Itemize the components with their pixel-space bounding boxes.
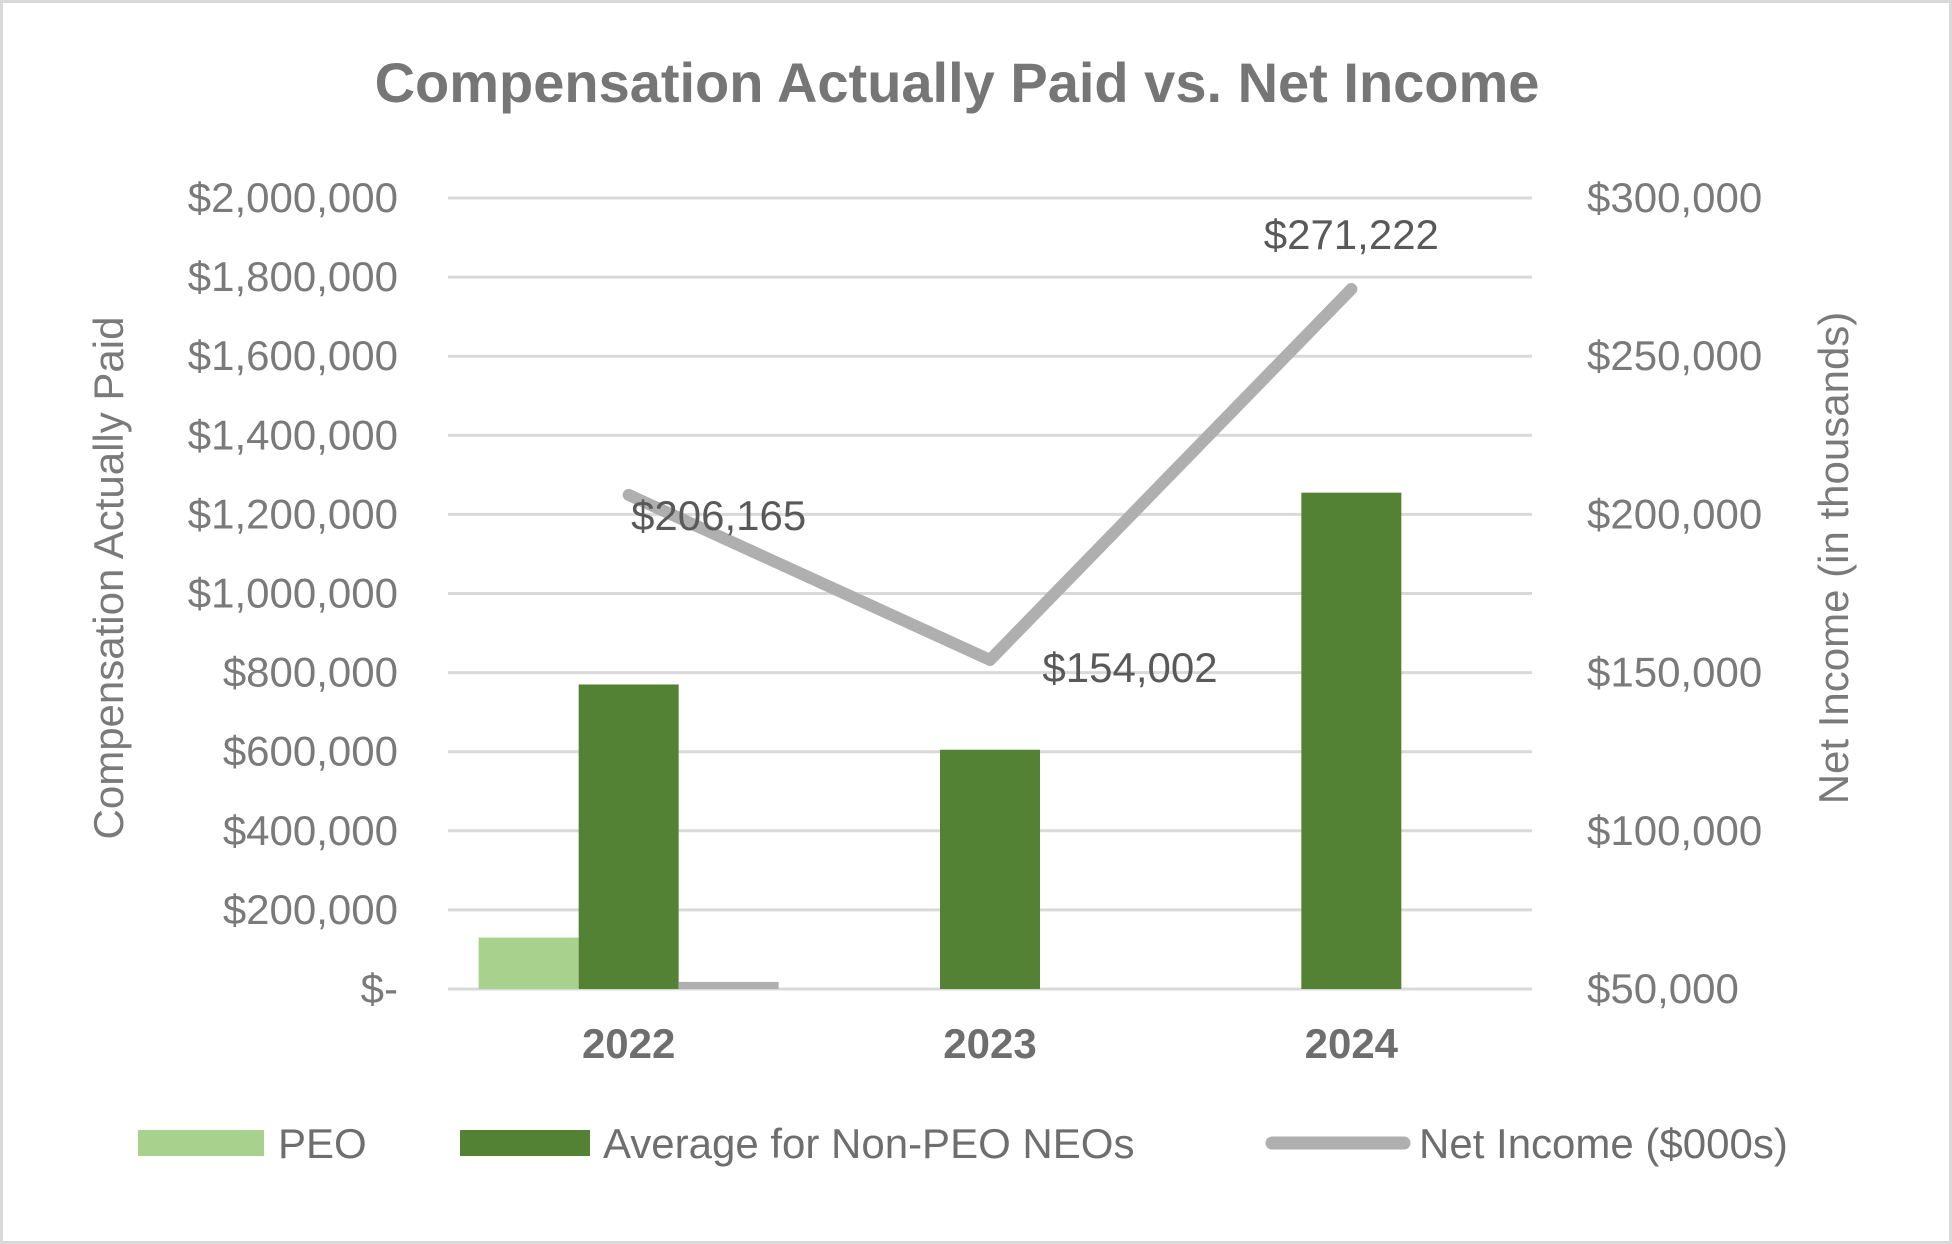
left-tick-label: $1,200,000 (188, 490, 398, 537)
legend: PEO Average for Non-PEO NEOs Net Income … (138, 1120, 1788, 1167)
category-labels: 2022 2023 2024 (582, 1020, 1399, 1067)
right-tick-label: $300,000 (1587, 174, 1762, 221)
legend-swatch-peo (138, 1130, 264, 1156)
left-tick-label: $- (361, 965, 398, 1012)
net-income-line (622, 283, 1358, 666)
left-tick-label: $400,000 (223, 807, 398, 854)
left-tick-label: $800,000 (223, 649, 398, 696)
right-tick-label: $100,000 (1587, 807, 1762, 854)
right-tick-label: $50,000 (1587, 965, 1739, 1012)
legend-label-non-peo-neos: Average for Non-PEO NEOs (603, 1120, 1134, 1167)
right-tick-label: $250,000 (1587, 332, 1762, 379)
net-income-data-label-2024: $271,222 (1264, 211, 1439, 258)
left-tick-label: $1,400,000 (188, 411, 398, 458)
right-tick-label: $200,000 (1587, 490, 1762, 537)
category-label-2024: 2024 (1305, 1020, 1399, 1067)
category-label-2023: 2023 (943, 1020, 1036, 1067)
left-tick-label: $1,800,000 (188, 253, 398, 300)
right-axis-ticks: $50,000 $100,000 $150,000 $200,000 $250,000 $… (1587, 174, 1762, 1012)
bar-average-for-non-peo-neos-2023 (940, 749, 1040, 989)
bars (478, 492, 1402, 989)
net-income-line-path (622, 283, 1358, 666)
bar-average-for-non-peo-neos-2024 (1301, 492, 1402, 989)
left-tick-label: $600,000 (223, 728, 398, 775)
net-income-point-2023 (989, 658, 991, 661)
net-income-data-label-2023: $154,002 (1042, 644, 1217, 691)
legend-label-peo: PEO (278, 1120, 367, 1167)
net-income-data-label-2022: $206,165 (631, 492, 806, 539)
bar-net-income-000s--2022 (678, 981, 779, 989)
right-axis-title: Net Income (in thousands) (1810, 312, 1857, 805)
left-axis-title: Compensation Actually Paid (85, 317, 132, 840)
net-income-point-2022 (627, 493, 630, 496)
chart-title: Compensation Actually Paid vs. Net Incom… (375, 51, 1540, 114)
bar-average-for-non-peo-neos-2022 (578, 684, 679, 989)
left-tick-label: $1,000,000 (188, 570, 398, 617)
left-tick-label: $1,600,000 (188, 332, 398, 379)
left-axis-ticks: $- $200,000 $400,000 $600,000 $800,000 $1,000… (188, 174, 398, 1012)
legend-swatch-non-peo-neos (460, 1130, 590, 1156)
left-tick-label: $200,000 (223, 886, 398, 933)
left-tick-label: $2,000,000 (188, 174, 398, 221)
data-labels: $206,165 $154,002 $271,222 (631, 211, 1439, 691)
bar-peo-2022 (478, 937, 579, 989)
category-label-2022: 2022 (582, 1020, 675, 1067)
legend-label-net-income: Net Income ($000s) (1419, 1120, 1788, 1167)
net-income-point-2024 (1350, 288, 1353, 291)
right-tick-label: $150,000 (1587, 649, 1762, 696)
